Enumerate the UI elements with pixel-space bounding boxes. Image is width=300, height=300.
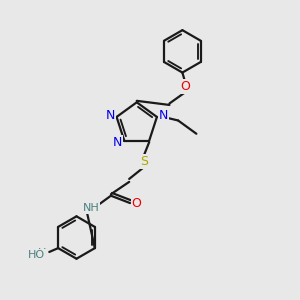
Text: O: O bbox=[132, 196, 142, 210]
Text: H: H bbox=[38, 248, 47, 258]
Text: HO: HO bbox=[28, 250, 45, 260]
Text: N: N bbox=[105, 109, 115, 122]
Text: O: O bbox=[180, 80, 190, 93]
Text: N: N bbox=[159, 109, 168, 122]
Text: NH: NH bbox=[83, 203, 100, 213]
Text: S: S bbox=[140, 155, 148, 168]
Text: N: N bbox=[113, 136, 122, 148]
